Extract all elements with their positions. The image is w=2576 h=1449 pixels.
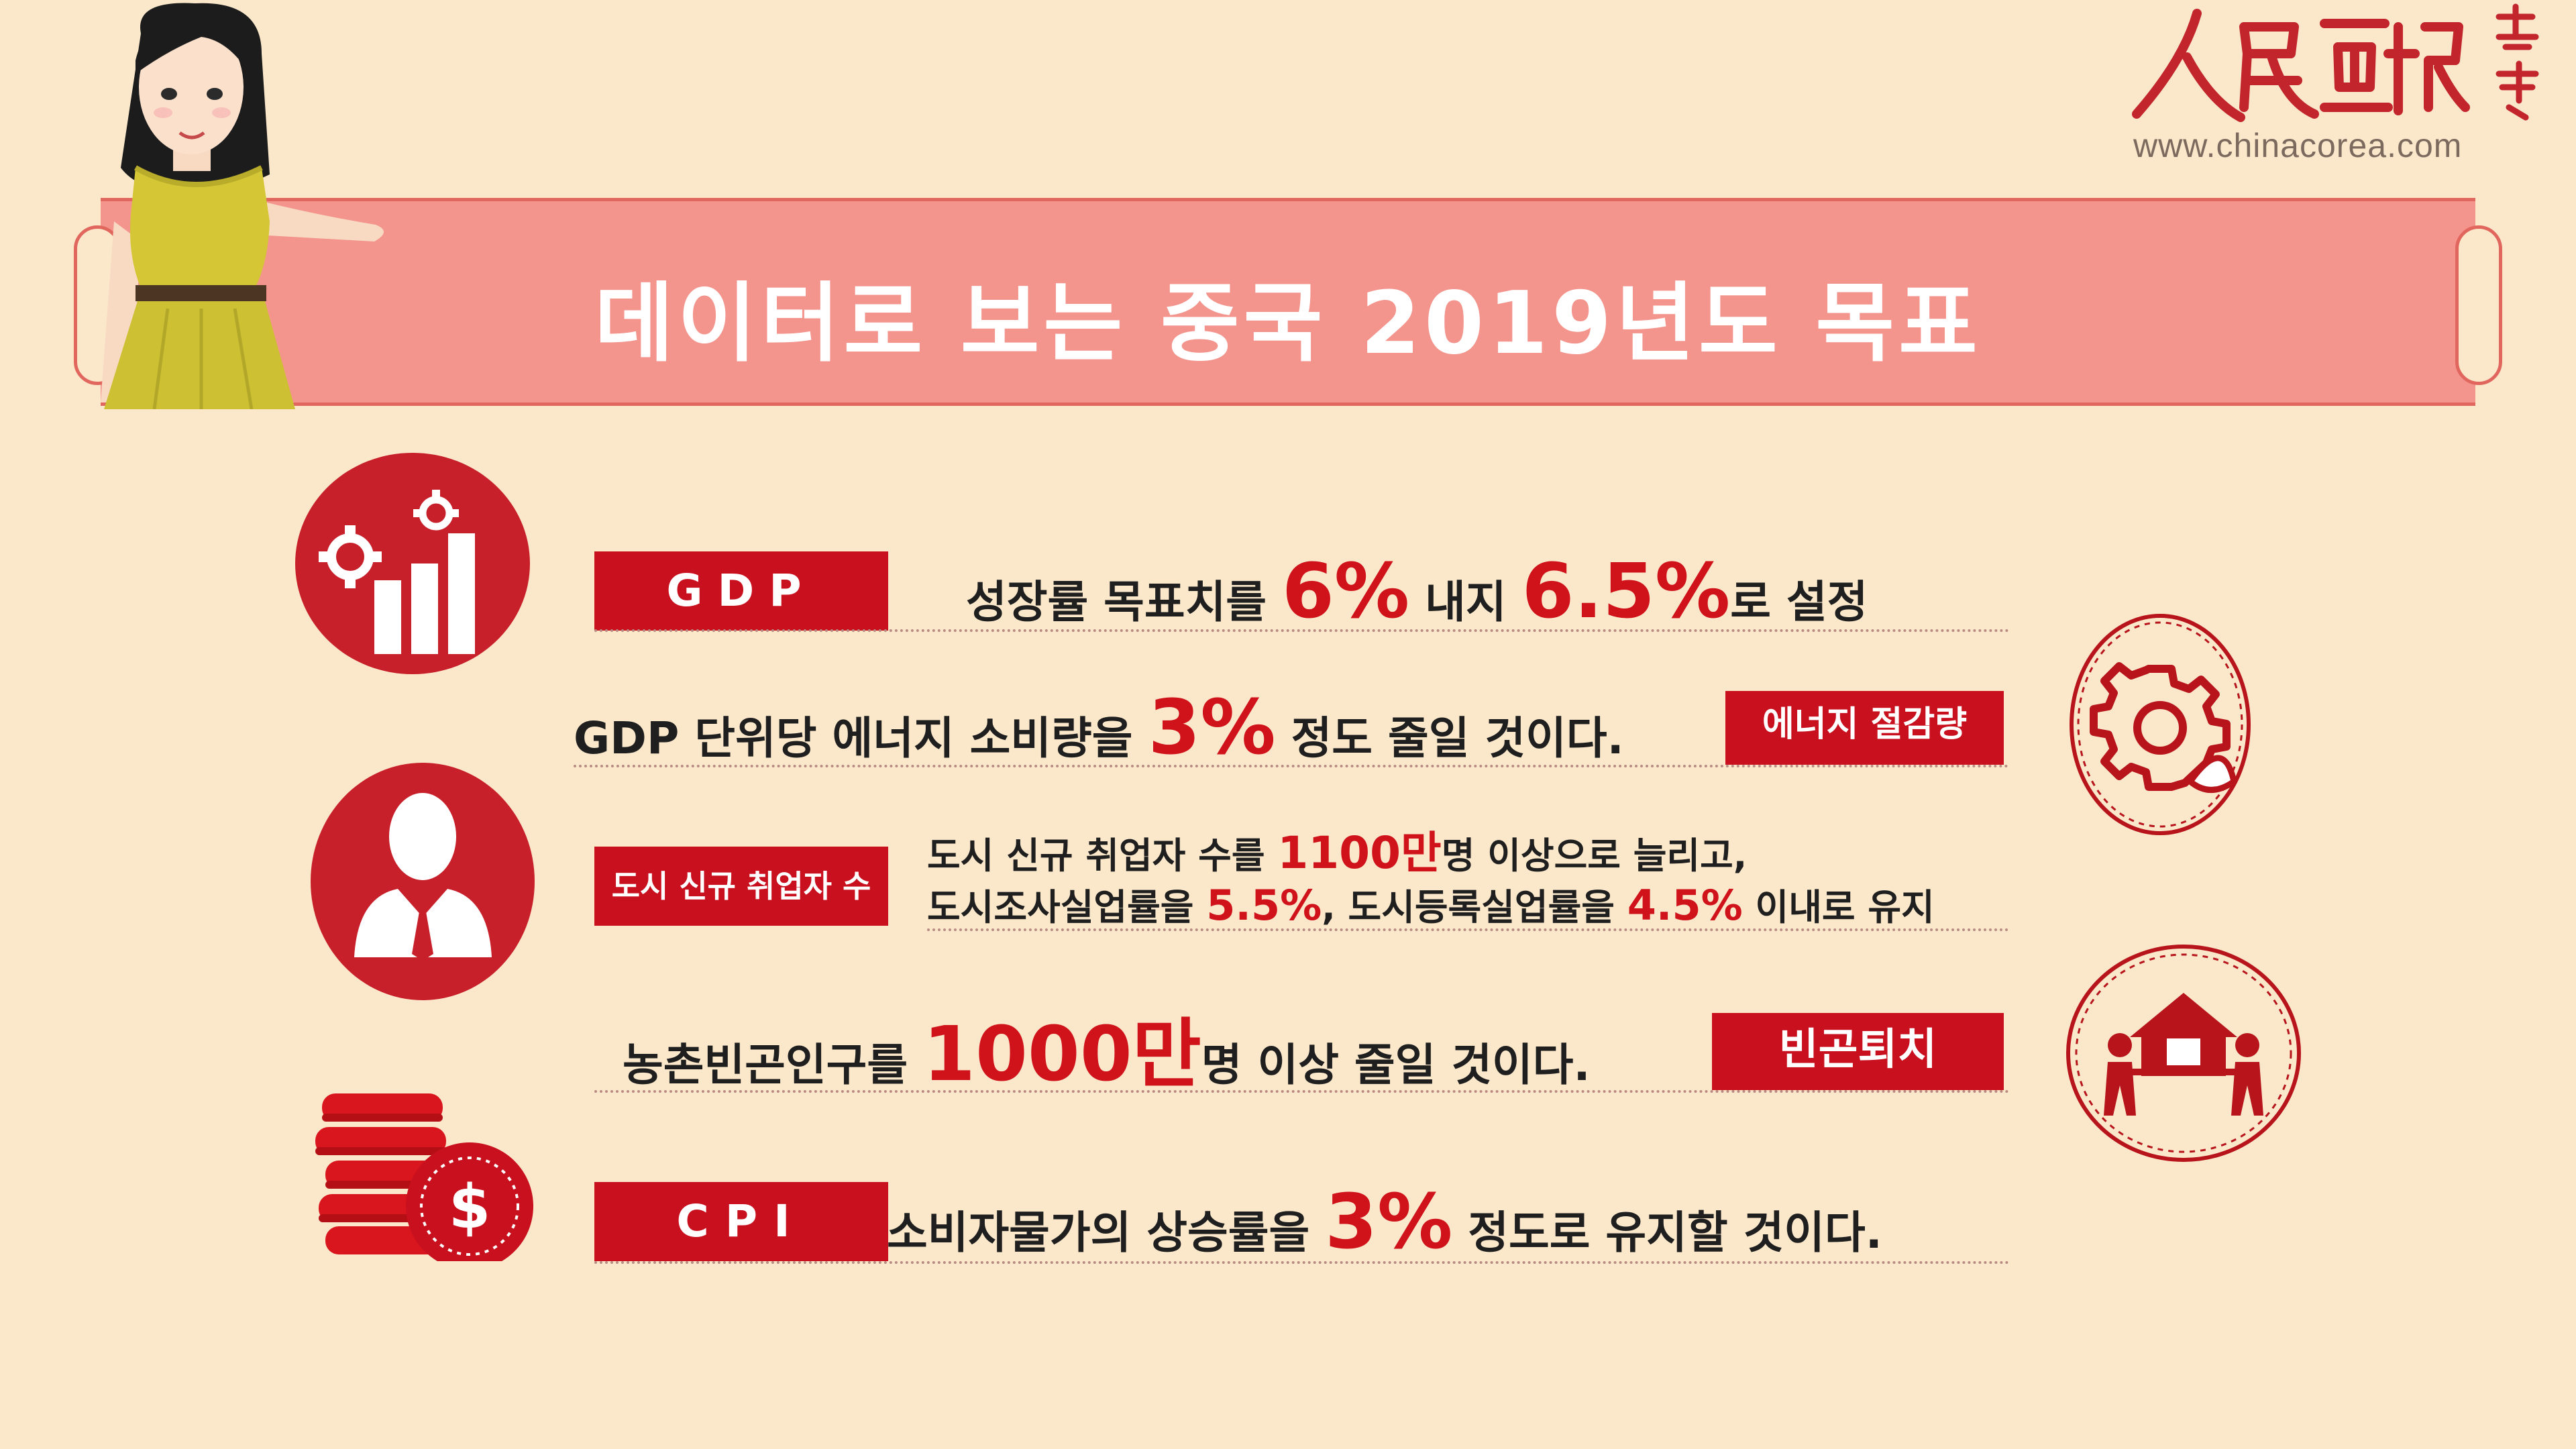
cpi-value: 3% <box>1325 1179 1453 1266</box>
energy-tag: 에너지 절감량 <box>1725 691 2004 765</box>
employment-line1-after: 명 이상으로 늘리고, <box>1441 835 1748 877</box>
energy-statement: GDP 단위당 에너지 소비량을 3% 정도 줄일 것이다. <box>574 681 1624 786</box>
gdp-divider <box>594 629 2010 632</box>
logo-url: www.chinacorea.com <box>2133 127 2463 164</box>
gear-leaf-icon <box>2070 614 2251 835</box>
presenter-woman-illustration <box>101 3 384 409</box>
cpi-tag: CPI <box>594 1182 888 1261</box>
poverty-divider <box>594 1090 2010 1093</box>
energy-text-after: 정도 줄일 것이다. <box>1275 712 1624 764</box>
cpi-divider <box>594 1261 2010 1264</box>
poverty-tag: 빈곤퇴치 <box>1712 1013 2004 1090</box>
employment-tag: 도시 신규 취업자 수 <box>594 847 888 926</box>
employment-line2-mid: , 도시등록실업률을 <box>1322 886 1627 928</box>
employment-value-jobs: 1100만 <box>1277 827 1442 879</box>
employment-line2-after: 이내로 유지 <box>1742 886 1935 928</box>
poverty-text-after: 명 이상 줄일 것이다. <box>1201 1039 1591 1091</box>
chart-gear-icon <box>295 453 530 674</box>
employment-line2-before: 도시조사실업률을 <box>927 886 1207 928</box>
gdp-statement: 성장률 목표치를 6% 내지 6.5%로 설정 <box>966 545 1868 649</box>
cpi-text-before: 소비자물가의 상승률을 <box>887 1207 1326 1258</box>
gdp-tag: GDP <box>594 551 888 631</box>
employment-divider <box>927 928 2009 931</box>
gdp-value-low: 6% <box>1282 548 1410 635</box>
coins-dollar-icon: $ <box>315 1093 533 1261</box>
svg-text:$: $ <box>449 1172 491 1242</box>
employment-line1-before: 도시 신규 취업자 수를 <box>927 835 1278 877</box>
energy-value: 3% <box>1148 684 1276 771</box>
house-people-icon <box>2066 945 2301 1162</box>
poverty-statement: 농촌빈곤인구를 1000만명 이상 줄일 것이다. <box>623 1008 1591 1112</box>
gdp-text-after: 로 설정 <box>1730 576 1868 628</box>
page-title: 데이터로 보는 중국 2019년도 목표 <box>594 274 1982 374</box>
cpi-text-after: 정도로 유지할 것이다. <box>1452 1207 1882 1258</box>
cpi-statement: 소비자물가의 상승률을 3% 정도로 유지할 것이다. <box>887 1175 1882 1280</box>
title-banner: 데이터로 보는 중국 2019년도 목표 <box>74 198 2502 406</box>
employment-line1: 도시 신규 취업자 수를 1100만명 이상으로 늘리고, <box>927 825 1747 884</box>
energy-text-before: GDP 단위당 에너지 소비량을 <box>574 712 1148 764</box>
gdp-text-before: 성장률 목표치를 <box>966 576 1282 628</box>
energy-divider <box>574 765 2009 767</box>
gdp-value-high: 6.5% <box>1521 548 1731 635</box>
employment-value-survey-unemployment: 5.5% <box>1206 881 1322 930</box>
poverty-text-before: 농촌빈곤인구를 <box>623 1039 924 1091</box>
employment-value-registered-unemployment: 4.5% <box>1627 881 1743 930</box>
poverty-value: 1000만 <box>923 1011 1201 1098</box>
employment-line2: 도시조사실업률을 5.5%, 도시등록실업률을 4.5% 이내로 유지 <box>927 877 1935 936</box>
businessman-icon <box>311 763 535 1000</box>
gdp-text-mid: 내지 <box>1409 576 1522 628</box>
people-china-logo <box>2132 3 2539 122</box>
